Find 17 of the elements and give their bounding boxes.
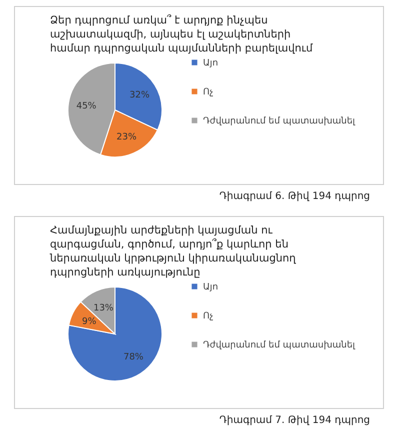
data-label: 32%: [129, 90, 150, 100]
legend-label: Ոչ: [203, 88, 214, 98]
text: Դիագրամ 6. Թիվ 194 դպրոց: [218, 191, 370, 202]
data-label: 9%: [82, 316, 97, 327]
text: Դիագրամ 7. Թիվ 194 դպրոց: [218, 415, 370, 426]
chart-title: Համայնքային արժեքների կայացման ու զարգացման, գործում, արդյո՞ք կարևոր են ներառական կրթություն կիրառականացնող դպրոցների առկայությունը: [49, 224, 296, 278]
legend-label: Այո: [203, 282, 218, 292]
pie-slice: [68, 286, 162, 382]
legend-label: Ոչ: [203, 312, 214, 322]
data-label: 78%: [123, 352, 144, 362]
data-label: 13%: [93, 303, 114, 314]
legend-label: Այո: [203, 58, 218, 68]
data-label: 45%: [76, 101, 97, 112]
data-label: 23%: [116, 132, 137, 143]
chart-title: Ձեր դպրոցում առկա՞ է արդյոք ինչպես աշխատակազմի, այնպես էլ աշակերտների համար դպրոցական պայմանների բարելավում: [50, 14, 313, 54]
legend-label: Դժվարանում եմ պատասխանել: [203, 340, 356, 350]
legend-label: Դժվարանում եմ պատասխանել: [203, 116, 356, 126]
